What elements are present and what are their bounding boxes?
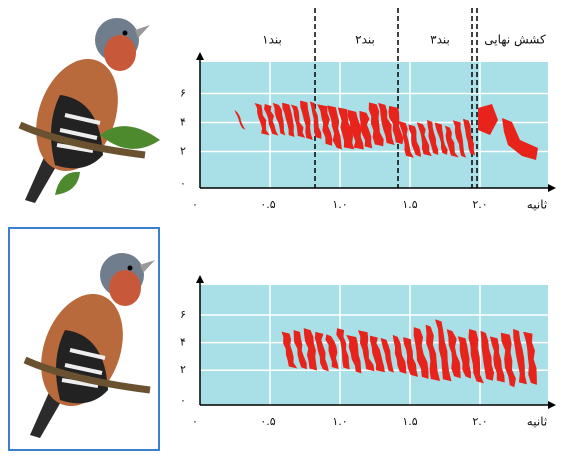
sound-trace <box>434 122 448 155</box>
sound-trace <box>336 328 350 370</box>
bottom-bird <box>25 253 155 438</box>
x-tick-label: ۰ <box>192 198 198 211</box>
sound-trace <box>359 110 373 149</box>
x-tick-label: ۲.۰ <box>472 415 487 428</box>
sound-trace <box>446 329 461 379</box>
highlight-frame <box>8 227 160 451</box>
sound-trace <box>309 101 322 139</box>
x-tick-label: ۰ <box>192 415 198 428</box>
sound-trace <box>358 330 375 372</box>
sound-trace <box>435 319 452 382</box>
sound-trace <box>408 124 422 157</box>
sound-trace <box>281 331 298 369</box>
x-axis-label: ثانیه <box>527 415 547 429</box>
sound-trace <box>282 102 295 137</box>
sound-trace <box>463 118 476 156</box>
sound-trace <box>468 328 484 384</box>
section-label: بند۲ <box>355 33 375 47</box>
sound-trace <box>314 331 329 372</box>
sound-trace <box>290 104 306 138</box>
leaf <box>100 126 160 149</box>
sound-trace <box>347 109 364 150</box>
sound-trace <box>403 337 419 377</box>
sound-trace <box>264 104 279 136</box>
sound-trace <box>398 121 414 158</box>
sound-trace <box>303 328 318 371</box>
sound-trace <box>480 330 495 381</box>
sound-trace <box>413 327 429 379</box>
y-tick-label: ۲ <box>180 144 186 157</box>
sound-trace <box>327 105 342 150</box>
sound-trace <box>317 104 333 146</box>
sound-trace <box>368 102 384 147</box>
section-label: بند۱ <box>262 33 282 47</box>
sound-trace <box>416 122 432 157</box>
sound-trace <box>325 334 339 370</box>
sound-trace <box>234 110 246 130</box>
sound-trace <box>272 102 286 136</box>
sound-trace <box>425 324 441 381</box>
sound-trace <box>300 100 313 140</box>
sound-trace <box>380 337 394 373</box>
x-tick-label: ۱.۰ <box>332 198 347 211</box>
sound-trace <box>392 334 407 374</box>
sound-trace <box>478 104 498 135</box>
sound-trace <box>457 336 471 379</box>
x-tick-label: ۱.۵ <box>402 415 417 428</box>
x-tick-label: ۱.۰ <box>332 415 347 428</box>
sound-trace <box>388 105 404 145</box>
sound-trace <box>489 336 505 383</box>
y-tick-label: ۴ <box>180 336 186 349</box>
x-axis-label: ثانیه <box>527 198 547 212</box>
sound-trace <box>427 119 439 155</box>
x-tick-label: ۰.۵ <box>260 415 275 428</box>
axis-arrow <box>548 401 556 409</box>
x-tick-label: ۲.۰ <box>472 198 487 211</box>
y-tick-label: ۶ <box>180 87 186 100</box>
section-label: کشش نهایی <box>484 33 546 48</box>
axis-arrow <box>196 52 204 60</box>
sound-trace <box>523 331 537 385</box>
sound-trace <box>500 332 516 388</box>
y-tick-label: ۰ <box>180 394 186 407</box>
sound-trace <box>337 107 355 150</box>
sound-trace <box>444 125 459 158</box>
top-bird <box>20 18 150 203</box>
x-tick-label: ۰.۵ <box>260 198 275 211</box>
sound-trace <box>378 102 395 145</box>
leaf <box>55 171 80 195</box>
y-tick-label: ۰ <box>180 177 186 190</box>
axis-arrow <box>196 275 204 283</box>
x-tick-label: ۱.۵ <box>402 198 417 211</box>
sound-trace <box>293 330 307 370</box>
sound-trace <box>502 118 538 160</box>
section-label: بند۳ <box>430 33 450 47</box>
sound-trace <box>369 335 385 373</box>
y-tick-label: ۲ <box>180 363 186 376</box>
sound-trace <box>452 120 466 158</box>
y-tick-label: ۶ <box>180 308 186 321</box>
y-tick-label: ۴ <box>180 115 186 128</box>
sound-trace <box>254 102 270 136</box>
axis-arrow <box>548 184 556 192</box>
sound-trace <box>513 328 528 385</box>
sound-trace <box>346 335 362 374</box>
